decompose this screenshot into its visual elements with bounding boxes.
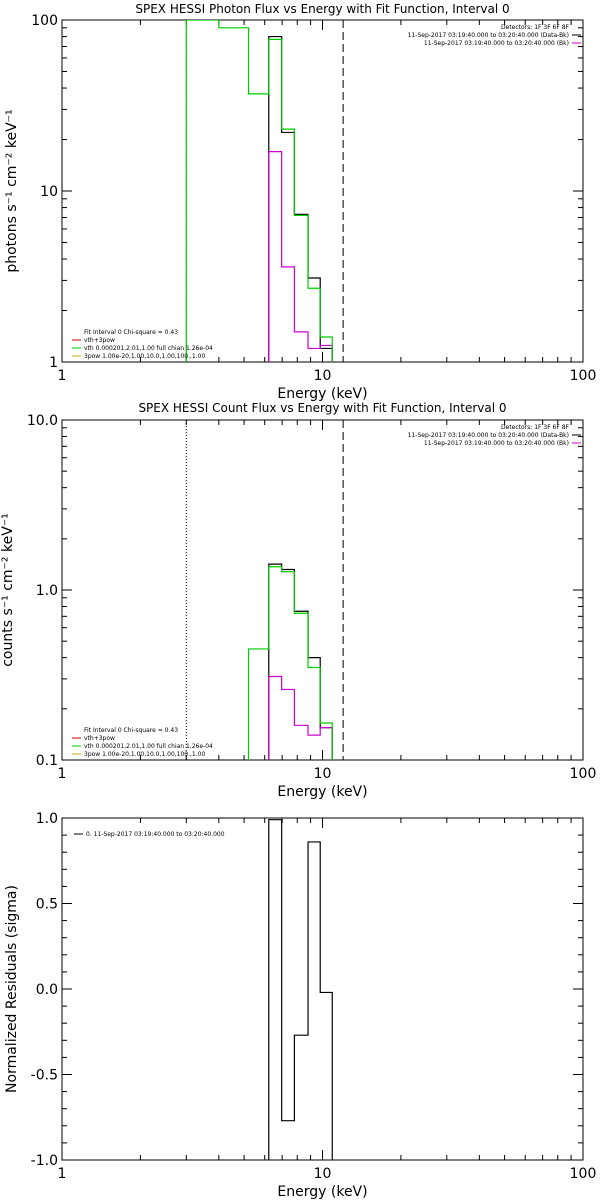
legend-entry: vth+3pow [84,735,115,742]
series-2-line [268,150,333,362]
chart-title: SPEX HESSI Photon Flux vs Energy with Fi… [135,2,509,16]
legend-entry: vth 0.000201,2.01,1.00 full chian 1.26e-… [84,743,213,750]
plot-frame [61,419,584,761]
legend-entry: Detectors: 1F 3F 6F 8F [501,24,570,31]
y-axis-label: counts s⁻¹ cm⁻² keV⁻¹ [0,513,16,667]
legend-entry: Detectors: 1F 3F 6F 8F [501,424,570,431]
x-tick-label: 10 [314,1166,332,1182]
x-tick-label: 1 [58,368,67,384]
series-group [247,563,333,760]
legend-entry: 11-Sep-2017 03:19:40.000 to 03:20:40.000… [424,40,569,47]
x-axis-label: Energy (keV) [277,1184,367,1200]
x-tick-label: 10 [314,766,332,782]
legend-entry: 0. 11-Sep-2017 03:19:40.000 to 03:20:40.… [86,831,225,838]
x-axis-label: Energy (keV) [277,784,367,800]
y-axis-label: Normalized Residuals (sigma) [4,885,20,1093]
chart-panel-1: SPEX HESSI Photon Flux vs Energy with Fi… [4,2,596,402]
legend-entry: vth 0.000201,2.01,1.00 full chian 1.26e-… [84,345,213,352]
x-tick-label: 100 [570,368,597,384]
y-tick-label: 0.5 [36,897,58,913]
y-axis-label: photons s⁻¹ cm⁻² keV⁻¹ [4,109,20,272]
legend-entry: 11-Sep-2017 03:19:40.000 to 03:20:40.000… [424,440,569,447]
y-tick-label: -1.0 [31,1153,58,1169]
legend-entry: 3pow 1.00e-20,1.00,10.0,1.00,100.,1.00 [84,751,205,758]
series-1-line [268,819,333,1160]
y-tick-label: 1 [49,355,58,371]
chart-panel-2: SPEX HESSI Count Flux vs Energy with Fit… [0,401,596,800]
y-tick-label: -0.5 [31,1068,58,1084]
y-tick-label: 100 [31,13,58,29]
legend-entry: Fit Interval 0 Chi-square = 0.43 [84,727,178,734]
series-1-line [268,35,333,362]
series-group [185,20,333,362]
x-tick-label: 1 [58,766,67,782]
legend-entry: Fit Interval 0 Chi-square = 0.43 [84,329,178,336]
legend-entry: 3pow 1.00e-20,1.00,10.0,1.00,100.,1.00 [84,353,205,360]
series-group [268,819,333,1160]
series-1-line [268,563,333,760]
x-axis-label: Energy (keV) [277,386,367,402]
y-tick-label: 10 [40,184,58,200]
y-tick-label: 1.0 [36,811,58,827]
legend-entry: 11-Sep-2017 03:19:40.000 to 03:20:40.000… [408,32,569,39]
plot-frame [61,817,584,1161]
series-3-line [185,20,333,362]
y-tick-label: 0.1 [36,753,58,769]
legend-entry: 11-Sep-2017 03:19:40.000 to 03:20:40.000… [408,432,569,439]
y-tick-label: 10.0 [27,413,58,429]
series-3-line [247,566,333,760]
chart-panel-3: 1 10 100 -1.0 -0.5 0.0 0.5 1.0 Energy (keV) Norma… [4,811,596,1200]
x-tick-label: 100 [570,766,597,782]
legend-entry: vth+3pow [84,337,115,344]
series-2-line [268,675,333,760]
x-tick-label: 100 [570,1166,597,1182]
x-tick-label: 1 [58,1166,67,1182]
chart-title: SPEX HESSI Count Flux vs Energy with Fit… [138,401,506,415]
y-tick-label: 1.0 [36,583,58,599]
x-tick-label: 10 [314,368,332,384]
plot-frame [61,19,584,363]
y-tick-label: 0.0 [36,982,58,998]
